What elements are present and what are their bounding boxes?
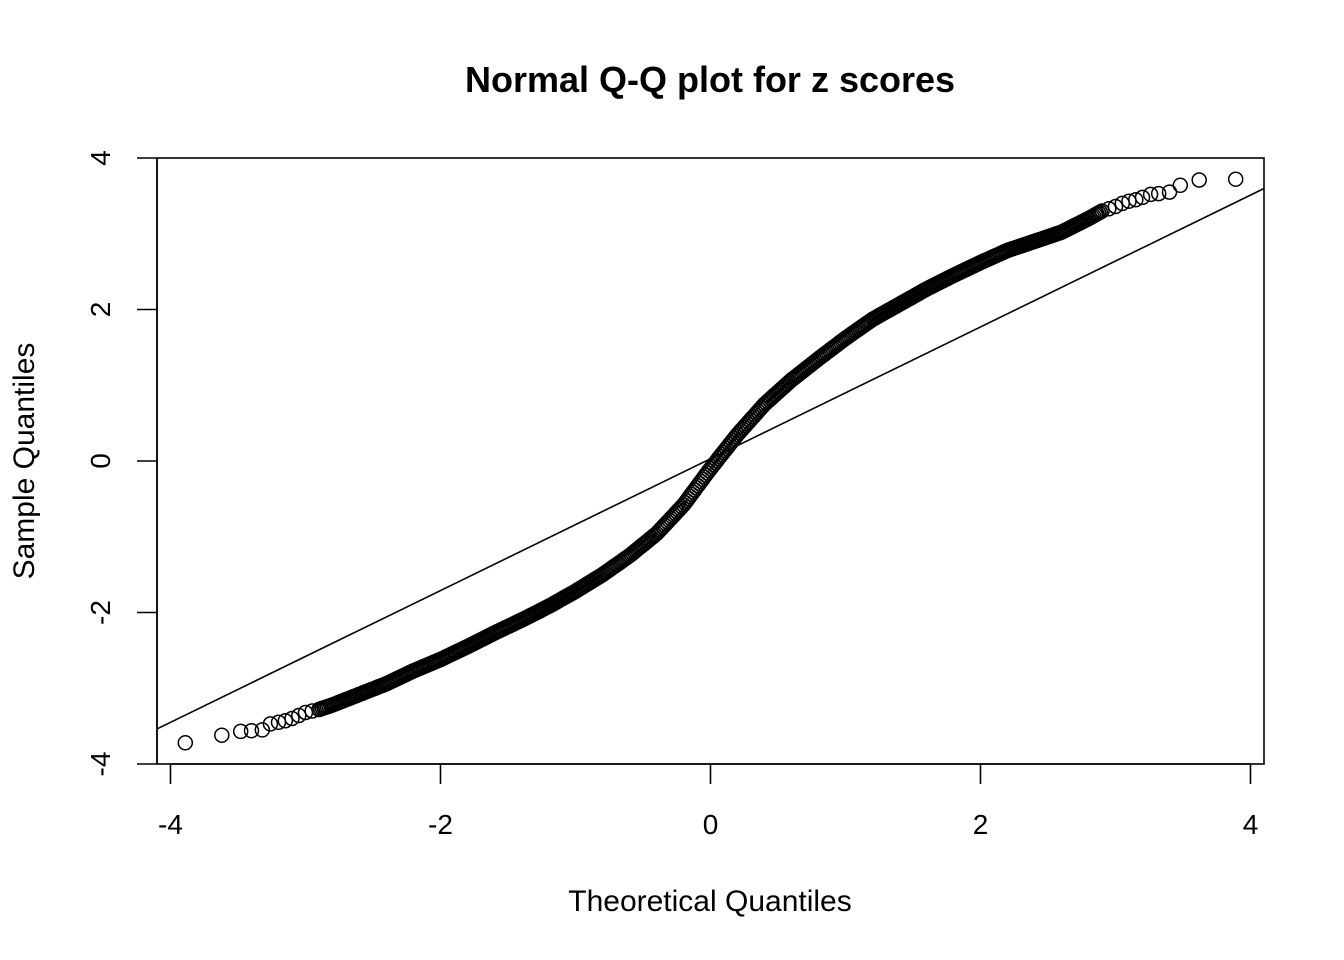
data-point <box>1227 171 1244 187</box>
y-axis-title: Sample Quantiles <box>8 343 41 580</box>
y-tick-label: 0 <box>85 453 116 469</box>
chart-title: Normal Q-Q plot for z scores <box>465 59 955 100</box>
data-point <box>243 722 260 739</box>
y-tick-label: 4 <box>85 150 116 166</box>
data-point <box>1094 203 1110 219</box>
data-point <box>1134 189 1151 206</box>
x-tick-label: -4 <box>158 809 183 840</box>
data-point <box>277 713 294 729</box>
data-point <box>1092 204 1109 220</box>
data-point <box>1142 186 1159 203</box>
data-point <box>1150 185 1167 202</box>
y-tick-label: -2 <box>85 600 116 625</box>
data-point <box>284 710 300 727</box>
x-tick-label: 2 <box>973 809 989 840</box>
y-axis: -4 -2 0 2 4 <box>85 150 158 777</box>
data-point <box>232 723 249 740</box>
data-point <box>1191 172 1207 188</box>
data-point <box>1128 191 1144 208</box>
data-point <box>254 722 271 738</box>
data-point <box>262 716 279 732</box>
y-tick-label: 2 <box>85 302 116 318</box>
y-tick-label: -4 <box>85 752 116 777</box>
x-tick-label: 4 <box>1243 809 1259 840</box>
data-point <box>1101 201 1117 217</box>
data-point <box>291 707 307 724</box>
data-point <box>1107 198 1124 215</box>
x-axis: -4 -2 0 2 4 <box>158 763 1259 840</box>
data-point <box>1161 184 1178 200</box>
x-tick-label: 0 <box>703 809 719 840</box>
x-axis-title: Theoretical Quantiles <box>568 885 851 918</box>
data-point <box>177 735 194 751</box>
x-tick-label: -2 <box>428 809 453 840</box>
data-point <box>214 727 230 743</box>
data-points <box>177 171 1244 751</box>
data-point <box>1172 177 1189 194</box>
